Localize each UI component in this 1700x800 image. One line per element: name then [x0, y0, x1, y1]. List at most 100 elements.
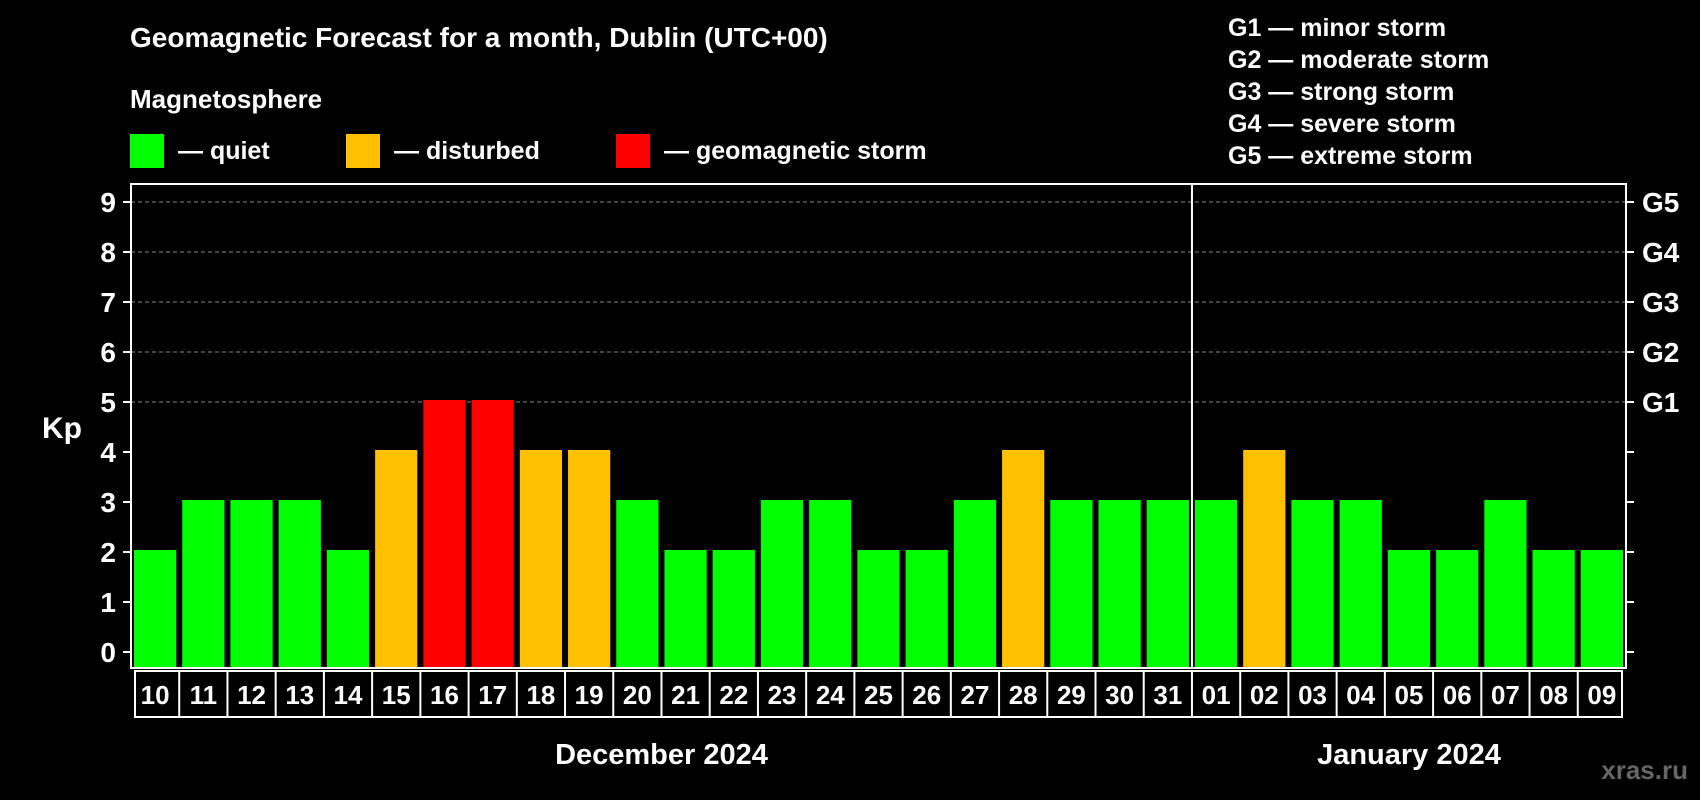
date-label-13: 13 — [285, 680, 314, 710]
y-tick-label-8: 8 — [100, 237, 116, 268]
bar-18 — [519, 450, 563, 668]
bar-24 — [809, 500, 852, 668]
right-tick-label-g1: G1 — [1642, 387, 1679, 418]
right-tick-label-g3: G3 — [1642, 287, 1679, 318]
date-label-29: 29 — [1057, 680, 1086, 710]
date-label-20: 20 — [623, 680, 652, 710]
date-label-30: 30 — [1105, 680, 1134, 710]
bar-09 — [1580, 550, 1623, 668]
bar-03 — [1291, 500, 1334, 668]
date-label-14: 14 — [334, 680, 363, 710]
date-label-24: 24 — [816, 680, 845, 710]
bar-27 — [953, 500, 997, 668]
legend-item-disturbed: — disturbed — [346, 134, 540, 168]
y-tick-label-0: 0 — [100, 637, 116, 668]
legend-swatch-storm — [616, 134, 650, 168]
bar-29 — [1050, 500, 1093, 668]
date-label-08: 08 — [1539, 680, 1568, 710]
bar-10 — [134, 550, 177, 668]
bar-22 — [712, 550, 755, 668]
bar-02 — [1243, 450, 1286, 668]
y-tick-label-3: 3 — [100, 487, 116, 518]
date-label-23: 23 — [768, 680, 797, 710]
bar-19 — [568, 450, 611, 668]
bar-06 — [1436, 550, 1479, 668]
bar-08 — [1532, 550, 1575, 668]
date-label-06: 06 — [1443, 680, 1472, 710]
y-tick-label-4: 4 — [100, 437, 116, 468]
bar-15 — [375, 450, 418, 668]
bar-04 — [1339, 500, 1382, 668]
date-label-25: 25 — [864, 680, 893, 710]
bar-12 — [230, 500, 273, 668]
date-label-19: 19 — [575, 680, 604, 710]
date-label-21: 21 — [671, 680, 700, 710]
watermark: xras.ru — [1601, 755, 1688, 785]
date-label-16: 16 — [430, 680, 459, 710]
date-label-11: 11 — [190, 680, 218, 710]
bar-13 — [278, 500, 321, 668]
legend-label-disturbed: — disturbed — [394, 136, 540, 165]
date-label-26: 26 — [912, 680, 941, 710]
bar-23 — [760, 500, 804, 668]
bar-01 — [1194, 500, 1238, 668]
date-label-07: 07 — [1491, 680, 1520, 710]
bar-07 — [1484, 500, 1527, 668]
month-label-1: January 2024 — [1317, 739, 1501, 771]
date-label-15: 15 — [382, 680, 411, 710]
y-tick-label-1: 1 — [100, 587, 116, 618]
date-label-09: 09 — [1587, 680, 1616, 710]
legend-label-storm: — geomagnetic storm — [664, 136, 927, 165]
legend-swatch-disturbed — [346, 134, 380, 168]
date-label-18: 18 — [526, 680, 555, 710]
date-label-12: 12 — [237, 680, 266, 710]
date-label-10: 10 — [141, 680, 170, 710]
bar-21 — [664, 550, 707, 668]
right-tick-label-g4: G4 — [1642, 237, 1680, 268]
y-axis-label: Kp — [42, 412, 82, 445]
bar-28 — [1002, 450, 1045, 668]
y-tick-label-7: 7 — [100, 287, 116, 318]
storm-scale-g1: G1 — minor storm — [1228, 14, 1447, 42]
date-label-04: 04 — [1346, 680, 1375, 710]
bar-14 — [326, 550, 370, 668]
month-label-0: December 2024 — [555, 739, 768, 771]
bar-26 — [905, 550, 948, 668]
right-tick-label-g2: G2 — [1642, 337, 1679, 368]
legend-swatch-quiet — [130, 134, 164, 168]
right-tick-label-g5: G5 — [1642, 187, 1679, 218]
legend-label-quiet: — quiet — [178, 136, 270, 165]
date-label-31: 31 — [1153, 680, 1182, 710]
legend-item-storm: — geomagnetic storm — [616, 134, 927, 168]
date-label-27: 27 — [960, 680, 989, 710]
date-label-row — [134, 670, 1623, 718]
bar-20 — [616, 500, 659, 668]
bar-16 — [423, 400, 466, 668]
date-label-02: 02 — [1250, 680, 1279, 710]
plot-frame — [130, 183, 1627, 669]
date-label-28: 28 — [1009, 680, 1038, 710]
date-label-03: 03 — [1298, 680, 1327, 710]
legend-item-quiet: — quiet — [130, 134, 270, 168]
bar-31 — [1146, 500, 1189, 668]
storm-scale-legend: G1 — minor storm G2 — moderate storm G3 … — [1228, 12, 1489, 172]
chart-subtitle: Magnetosphere — [130, 84, 323, 114]
bar-11 — [182, 500, 225, 668]
bar-17 — [471, 400, 514, 668]
y-tick-label-6: 6 — [100, 337, 116, 368]
storm-scale-g4: G4 — severe storm — [1228, 110, 1456, 138]
y-tick-label-9: 9 — [100, 187, 116, 218]
bar-25 — [857, 550, 900, 668]
date-label-22: 22 — [719, 680, 748, 710]
storm-scale-g2: G2 — moderate storm — [1228, 46, 1490, 74]
y-tick-label-2: 2 — [100, 537, 116, 568]
bar-30 — [1098, 500, 1141, 668]
y-tick-label-5: 5 — [100, 387, 116, 418]
date-label-17: 17 — [478, 680, 507, 710]
storm-scale-g3: G3 — strong storm — [1228, 78, 1455, 106]
date-label-05: 05 — [1395, 680, 1424, 710]
bar-05 — [1387, 550, 1431, 668]
chart-title: Geomagnetic Forecast for a month, Dublin… — [130, 22, 828, 53]
storm-scale-g5: G5 — extreme storm — [1228, 142, 1473, 170]
